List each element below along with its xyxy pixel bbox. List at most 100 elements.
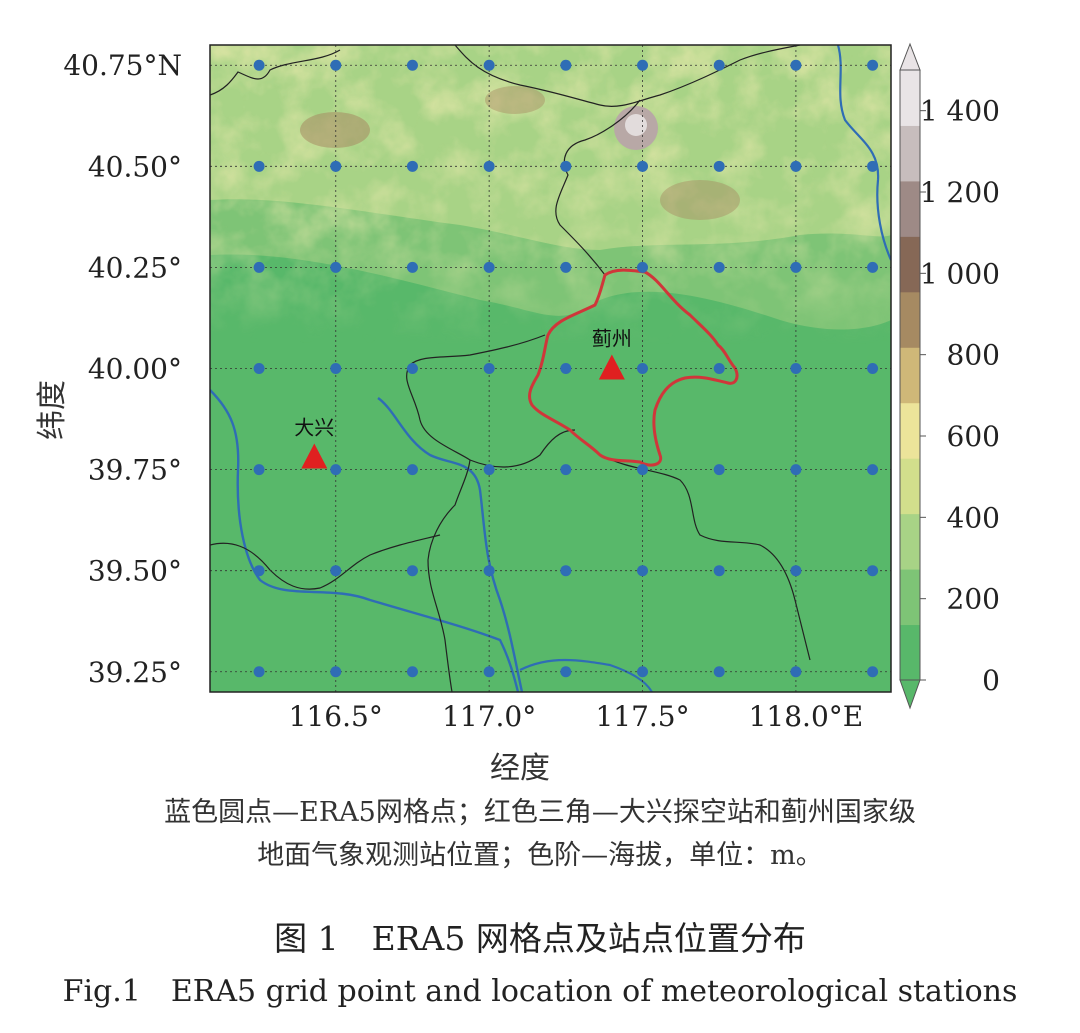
grid-point [483,59,495,71]
grid-point [330,160,342,172]
border-line [210,45,801,107]
grid-point [330,565,342,577]
grid-point [713,464,725,476]
grid-point [483,666,495,678]
colorbar-swatch [900,402,920,459]
grid-point [637,565,649,577]
grid-point [560,261,572,273]
grid-point [483,363,495,374]
longitude-ticks: 116.5° 117.0° 117.5° 118.0°E [289,700,864,733]
grid-point [253,565,265,577]
grid-point [330,261,342,273]
grid-point [713,59,725,71]
lat-tick-label: 39.50° [88,555,182,588]
grid-point [406,565,418,577]
grid-point [253,363,265,374]
colorbar-swatch [900,569,920,626]
gridlines [210,45,891,692]
grid-point [253,464,265,476]
era5-grid-points [253,59,879,678]
y-axis-label: 纬度 [35,380,70,440]
grid-point [637,59,649,71]
river [210,389,520,692]
grid-point [713,666,725,678]
lon-tick-label: 116.5° [289,700,383,733]
border-line [599,454,811,661]
grid-point [483,261,495,273]
river [836,45,891,261]
border-line [555,99,641,276]
grid-point [560,363,572,374]
lon-tick-label: 117.5° [595,700,689,733]
colorbar-swatch [900,347,920,404]
border-line [210,534,441,590]
colorbar-tick-label: 0 [982,664,1000,697]
grid-point [560,464,572,476]
grid-point [253,59,265,71]
lon-tick-label: 118.0°E [749,700,864,733]
station-marker [598,354,625,380]
jizhou-boundary [528,268,739,467]
colorbar-swatch [900,624,920,681]
grid-point [867,666,879,678]
grid-point [483,160,495,172]
grid-point [867,565,879,577]
colorbar-swatch [900,125,920,182]
mountain-ridge [660,180,740,220]
river [377,397,524,692]
figure-title-en: Fig.1 ERA5 grid point and location of me… [62,974,1018,1009]
grid-point [713,261,725,273]
grid-point [867,363,879,374]
colorbar-tick-label: 800 [947,339,1000,372]
grid-point [637,261,649,273]
colorbar-swatch [900,180,920,237]
grid-point [790,363,802,374]
lat-tick-label: 40.75°N [63,49,182,82]
lat-tick-label: 40.25° [88,251,182,284]
stations: 大兴 蓟州 [294,327,632,469]
latitude-ticks: 40.75°N 40.50° 40.25° 40.00° 39.75° 39.50° 39.… [63,49,182,689]
colorbar-swatch [900,236,920,293]
colorbar-swatch [900,291,920,348]
mountain-ridge [485,86,545,114]
mountain-peak [625,114,647,136]
figure-note-line-1: 蓝色圆点—ERA5网格点；红色三角—大兴探空站和蓟州国家级 [164,797,916,828]
grid-point [406,160,418,172]
grid-point [867,261,879,273]
grid-point [637,363,649,374]
grid-point [560,565,572,577]
grid-point [483,464,495,476]
mountain-terrain [210,45,891,345]
grid-point [790,565,802,577]
colorbar-swatch [900,513,920,570]
grid-point [790,464,802,476]
grid-point [637,666,649,678]
colorbar-tick-label: 1 400 [920,95,1000,128]
grid-point [483,565,495,577]
grid-point [867,160,879,172]
border-line [406,334,546,692]
mountain-ridge [300,112,370,148]
figure-title-cn: 图 1 ERA5 网格点及站点位置分布 [274,919,806,958]
lon-tick-label: 117.0° [442,700,536,733]
colorbar-swatch [900,458,920,515]
grid-point [253,160,265,172]
grid-point [406,666,418,678]
grid-point [560,59,572,71]
grid-point [330,666,342,678]
colorbar-extend-bottom [899,679,921,710]
grid-point [406,363,418,374]
map-frame [209,44,892,693]
grid-point [330,59,342,71]
station-label: 大兴 [294,415,334,439]
x-axis-label: 经度 [490,751,550,786]
grid-point [867,59,879,71]
colorbar-extend-top [899,42,921,71]
grid-point [406,261,418,273]
grid-point [560,160,572,172]
lat-tick-label: 40.00° [88,353,182,386]
grid-point [330,363,342,374]
grid-point [713,160,725,172]
lat-tick-label: 40.50° [88,150,182,183]
